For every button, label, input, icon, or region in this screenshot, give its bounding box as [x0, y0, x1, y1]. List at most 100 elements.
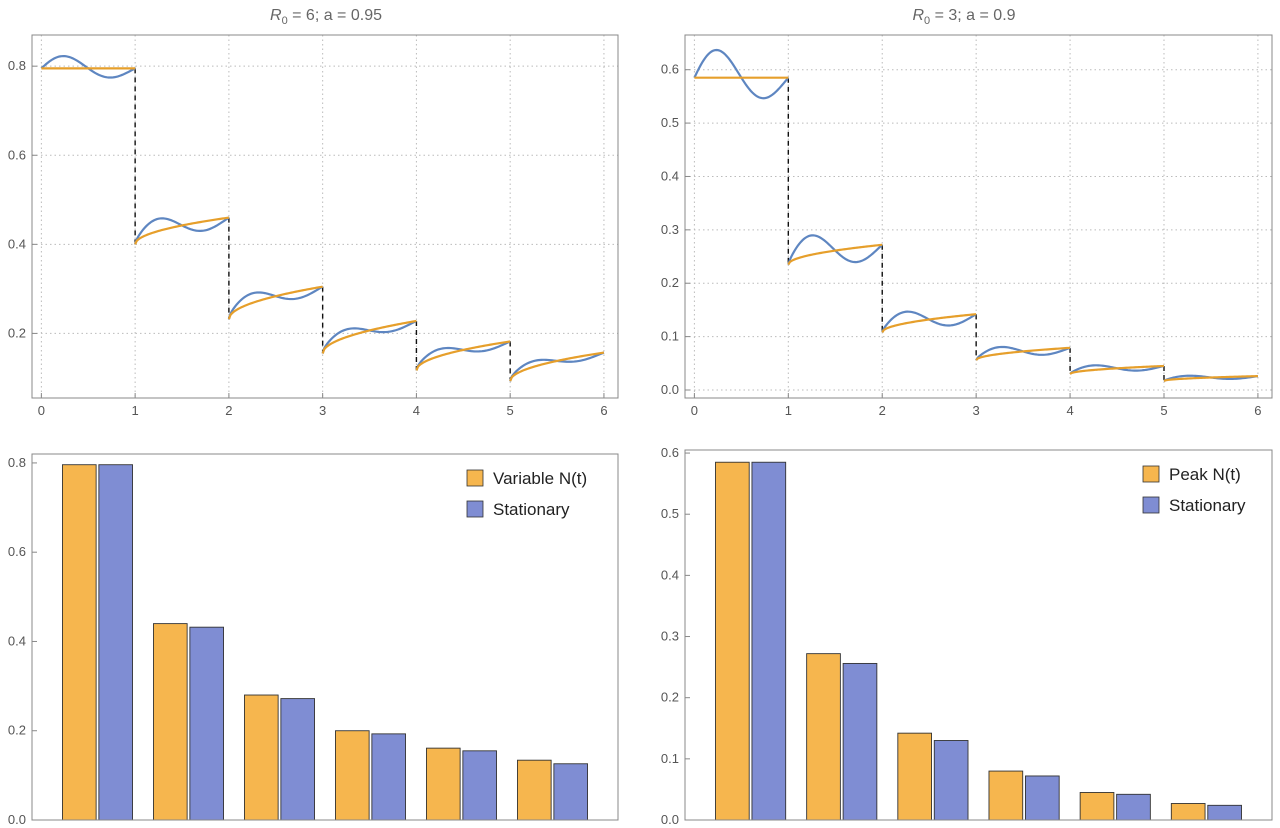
y-tick-label: 0.4: [8, 633, 26, 648]
bar-stationary-5: [462, 750, 497, 821]
bar-stationary-1: [98, 464, 133, 821]
line-chart-r0-3: R0 = 3; a = 0.9 0 1 2 3 4 5 6 0.0 0.1 0.2 0.3 0.4 0.…: [661, 7, 1273, 418]
x-tick-label: 1: [785, 403, 792, 418]
chart-title: R0 = 6; a = 0.95: [270, 7, 382, 27]
bar-stationary-2: [842, 662, 878, 821]
bar-stationary-6: [1207, 804, 1242, 821]
bar-stationary-6: [553, 763, 588, 821]
y-tick-label: 0.2: [661, 275, 679, 290]
x-tick-label: 0: [38, 403, 45, 418]
y-tick-label: 0.2: [8, 325, 26, 340]
legend-label-peak: Peak N(t): [1169, 465, 1241, 484]
y-tick-label: 0.0: [661, 812, 679, 827]
stationary-curve-segment: [509, 351, 605, 382]
bar-chart-peak: 0.0 0.1 0.2 0.3 0.4 0.5 0.6 Peak N(t) Stationa…: [661, 445, 1273, 827]
y-tick-label: 0.5: [661, 115, 679, 130]
axis-ticks: 0 1 2 3 4 5 6 0.2 0.4 0.6 0.8: [8, 58, 608, 418]
stationary-curve-segment: [1069, 364, 1165, 375]
y-tick-label: 0.8: [8, 58, 26, 73]
bar-variable-2: [806, 653, 841, 821]
legend-swatch-stationary: [466, 500, 484, 518]
stationary-curve-segment: [787, 243, 883, 266]
bar-stationary-1: [751, 461, 787, 821]
variable-curve-segment: [134, 216, 230, 245]
x-tick-label: 4: [413, 403, 420, 418]
x-tick-label: 0: [691, 403, 698, 418]
x-tick-label: 6: [1254, 403, 1261, 418]
stationary-curve-segment: [881, 313, 977, 333]
legend-swatch-variable: [466, 469, 484, 487]
axis-ticks: 0.0 0.2 0.4 0.6 0.8: [8, 455, 37, 827]
axis-ticks: 0 1 2 3 4 5 6 0.0 0.1 0.2 0.3 0.4 0.5 0.6: [661, 62, 1262, 418]
y-tick-label: 0.2: [8, 723, 26, 738]
x-tick-label: 1: [132, 403, 139, 418]
y-tick-label: 0.6: [661, 445, 679, 460]
variable-curve-segment: [227, 285, 324, 320]
stationary-curve-segment: [975, 346, 1071, 361]
legend-label-stationary: Stationary: [1169, 496, 1246, 515]
plot-data: [693, 48, 1259, 382]
bar-variable-5: [1079, 792, 1115, 821]
bar-stationary-4: [371, 733, 406, 821]
bar-variable-1: [62, 464, 97, 821]
bar-variable-5: [426, 747, 461, 821]
y-tick-label: 0.5: [661, 506, 679, 521]
y-tick-label: 0.0: [8, 812, 26, 827]
bar-stationary-3: [933, 740, 969, 821]
bar-variable-2: [153, 623, 188, 821]
plot-frame: [31, 453, 619, 821]
bar-chart-variable: 0.0 0.2 0.4 0.6 0.8 Variable N(t) Stationary: [8, 453, 619, 827]
bars: [62, 464, 588, 821]
x-tick-label: 2: [225, 403, 232, 418]
y-tick-label: 0.6: [8, 544, 26, 559]
stationary-curve-segment: [415, 340, 511, 371]
bar-stationary-2: [189, 626, 224, 821]
x-tick-label: 5: [1160, 403, 1167, 418]
plot-frame: [684, 34, 1273, 399]
bars: [715, 461, 1242, 821]
variable-curve-segment: [693, 48, 790, 100]
x-tick-label: 3: [973, 403, 980, 418]
y-tick-label: 0.4: [661, 168, 679, 183]
bar-variable-4: [335, 730, 370, 821]
y-tick-label: 0.3: [661, 222, 679, 237]
x-tick-label: 2: [879, 403, 886, 418]
y-tick-label: 0.4: [661, 567, 679, 582]
stationary-curve-segment: [321, 319, 417, 354]
bar-variable-1: [715, 461, 750, 821]
x-tick-label: 3: [319, 403, 326, 418]
bar-variable-3: [897, 732, 933, 821]
grid-lines: [32, 35, 618, 398]
bar-variable-3: [244, 694, 279, 821]
variable-curve-segment: [415, 340, 511, 371]
variable-curve-segment: [40, 54, 136, 79]
y-tick-label: 0.0: [661, 382, 679, 397]
x-tick-label: 6: [600, 403, 607, 418]
bar-stationary-5: [1116, 793, 1151, 821]
y-tick-label: 0.6: [8, 147, 26, 162]
bar-variable-6: [517, 759, 552, 821]
chart-title: R0 = 3; a = 0.9: [912, 7, 1015, 27]
legend-swatch-peak: [1142, 465, 1160, 483]
x-tick-label: 5: [507, 403, 514, 418]
bar-stationary-4: [1024, 775, 1060, 821]
legend: Peak N(t) Stationary: [1142, 465, 1246, 515]
y-tick-label: 0.1: [661, 751, 679, 766]
bar-variable-6: [1170, 803, 1206, 821]
legend-swatch-stationary: [1142, 496, 1160, 514]
variable-curve-segment: [321, 319, 417, 354]
bar-stationary-3: [280, 698, 315, 821]
bar-variable-4: [988, 770, 1024, 821]
x-tick-label: 4: [1066, 403, 1073, 418]
line-chart-r0-6: R0 = 6; a = 0.95 0 1 2 3 4 5 6 0.2 0.4 0.6 0.8: [8, 7, 619, 418]
y-tick-label: 0.3: [661, 629, 679, 644]
stationary-curve-segment: [227, 285, 323, 320]
y-tick-label: 0.6: [661, 62, 679, 77]
stationary-curve-segment: [134, 216, 230, 245]
variable-curve-segment: [509, 351, 605, 382]
legend-label-variable: Variable N(t): [493, 469, 587, 488]
plot-frame: [31, 34, 619, 399]
axis-ticks: 0.0 0.1 0.2 0.3 0.4 0.5 0.6: [661, 445, 690, 827]
grid-lines: [685, 35, 1272, 398]
